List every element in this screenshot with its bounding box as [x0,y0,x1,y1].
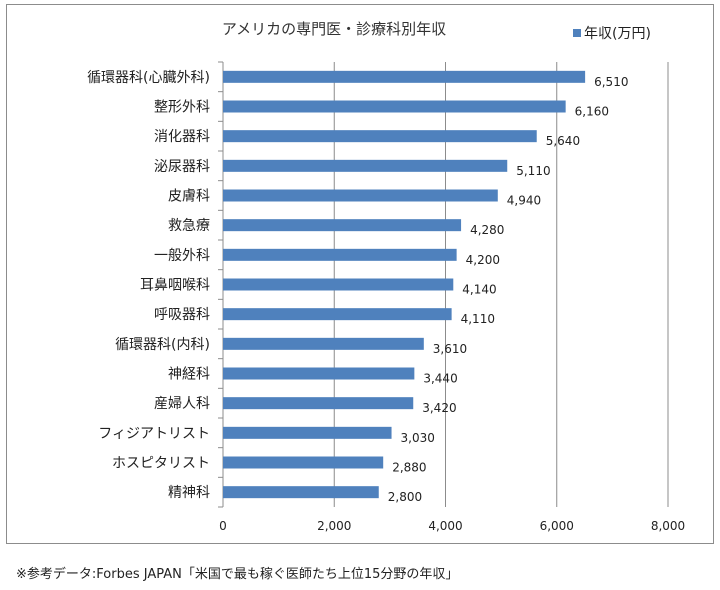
x-tick-label: 2,000 [317,519,351,533]
data-label: 3,420 [422,401,456,415]
bar [223,397,414,410]
category-label: 産婦人科 [154,395,210,412]
footnote: ※参考データ:Forbes JAPAN「米国で最も稼ぐ医師たち上位15分野の年収… [16,567,459,582]
data-label: 5,640 [546,134,580,148]
category-label: 循環器科(内科) [115,337,210,353]
category-label: フィジアトリスト [98,426,210,442]
category-label: 整形外科 [154,100,210,116]
category-label: 消化器科 [154,129,210,145]
data-label: 4,200 [466,253,500,267]
data-label: 6,510 [594,75,628,89]
bar-chart: アメリカの専門医・診療科別年収 年収(万円) 循環器科(心臓外科) 整形外科消化器… [87,20,685,533]
legend-label: 年収(万円) [584,26,651,42]
x-tick-label: 6,000 [540,519,574,533]
data-label: 2,880 [392,461,426,475]
bar [223,159,508,172]
bar [223,486,379,499]
x-tick-labels: 0 2,000 4,000 6,000 8,000 [219,519,685,533]
data-label: 3,030 [401,431,435,445]
x-tick-label: 0 [219,519,227,533]
bar [223,367,415,380]
bar [223,248,457,261]
data-label: 4,280 [470,223,504,237]
chart-frame [6,4,714,544]
bar [223,70,586,83]
data-label: 4,140 [462,283,496,297]
category-label: ホスピタリスト [112,456,210,472]
data-label: 2,800 [388,490,422,504]
bar [223,189,498,202]
category-label: 循環器科(心臓外科) [87,70,210,86]
data-label: 6,160 [575,105,609,119]
legend: 年収(万円) [573,26,651,42]
bar [223,337,424,350]
bar [223,308,452,321]
category-label: 精神科 [168,485,210,501]
category-label: 神経科 [168,367,210,383]
chart-title: アメリカの専門医・診療科別年収 [222,20,446,38]
x-tick-label: 4,000 [428,519,462,533]
bar [223,278,454,291]
data-labels: 6,510 6,160 5,640 5,110 4,940 4,280 4,200 4,140… [388,75,629,504]
bar [223,219,462,232]
legend-swatch [573,29,581,37]
bar [223,456,384,469]
category-label: 救急療 [168,217,210,234]
data-label: 3,440 [423,372,457,386]
data-label: 4,940 [507,194,541,208]
category-labels: 循環器科(心臓外科) 整形外科消化器科泌尿器科皮膚科救急療一般外科耳鼻咽喉科呼吸器… [87,70,210,501]
bar [223,426,392,439]
data-label: 5,110 [516,164,550,178]
category-label: 呼吸器科 [154,307,210,323]
category-label: 泌尿器科 [154,159,210,175]
x-tick-label: 8,000 [651,519,685,533]
data-label: 4,110 [461,312,495,326]
bar [223,130,537,143]
data-label: 3,610 [433,342,467,356]
bar [223,100,566,113]
category-label: 耳鼻咽喉科 [140,277,210,294]
bars [223,70,586,499]
category-label: 皮膚科 [168,189,210,205]
category-label: 一般外科 [154,248,210,264]
